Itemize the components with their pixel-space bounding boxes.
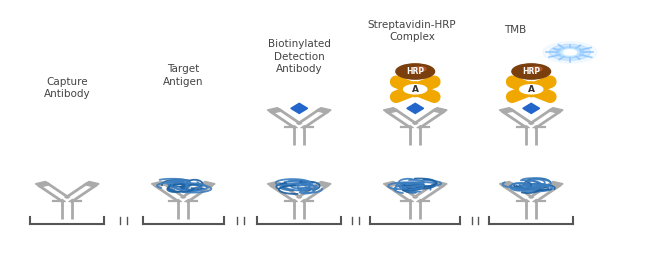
- Text: A: A: [528, 85, 535, 94]
- Text: Capture
Antibody: Capture Antibody: [44, 77, 90, 100]
- Text: A: A: [411, 85, 419, 94]
- Text: Target
Antigen: Target Antigen: [163, 64, 203, 87]
- Polygon shape: [499, 108, 514, 113]
- Polygon shape: [549, 181, 563, 187]
- Polygon shape: [384, 108, 398, 113]
- Circle shape: [415, 67, 426, 71]
- Polygon shape: [151, 181, 166, 187]
- Circle shape: [549, 44, 590, 61]
- Polygon shape: [84, 181, 99, 187]
- Polygon shape: [35, 181, 50, 187]
- Polygon shape: [317, 108, 331, 113]
- Polygon shape: [200, 181, 215, 187]
- Polygon shape: [317, 181, 331, 187]
- Polygon shape: [291, 103, 307, 113]
- Polygon shape: [267, 181, 282, 187]
- Circle shape: [543, 42, 597, 63]
- Text: Streptavidin-HRP
Complex: Streptavidin-HRP Complex: [368, 20, 456, 42]
- Circle shape: [519, 85, 543, 94]
- Text: HRP: HRP: [406, 67, 424, 76]
- Circle shape: [530, 67, 542, 71]
- Text: HRP: HRP: [522, 67, 540, 76]
- Circle shape: [561, 49, 579, 56]
- Circle shape: [564, 50, 577, 55]
- Polygon shape: [432, 108, 447, 113]
- Polygon shape: [407, 103, 424, 113]
- Circle shape: [396, 64, 435, 79]
- Polygon shape: [549, 108, 563, 113]
- Polygon shape: [523, 103, 540, 113]
- Text: TMB: TMB: [504, 25, 526, 35]
- Text: Biotinylated
Detection
Antibody: Biotinylated Detection Antibody: [268, 39, 331, 74]
- Polygon shape: [384, 181, 398, 187]
- Circle shape: [404, 85, 427, 94]
- Circle shape: [512, 64, 551, 79]
- Polygon shape: [432, 181, 447, 187]
- Polygon shape: [267, 108, 282, 113]
- Polygon shape: [499, 181, 514, 187]
- Circle shape: [556, 47, 584, 58]
